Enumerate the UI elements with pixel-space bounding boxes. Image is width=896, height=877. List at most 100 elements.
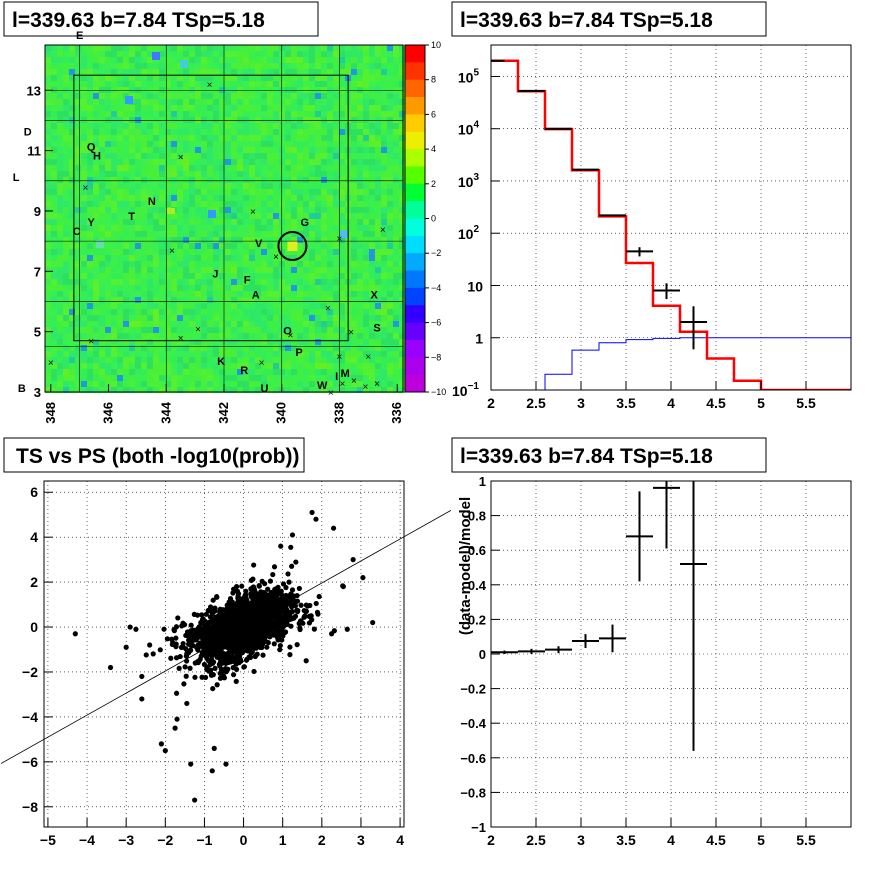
map-x-tick-label: 344	[158, 401, 173, 423]
map-pixel	[195, 171, 201, 177]
map-pixel	[195, 375, 201, 381]
map-pixel	[57, 201, 63, 207]
map-pixel	[339, 81, 345, 87]
map-pixel	[273, 309, 279, 315]
map-pixel	[141, 303, 147, 309]
map-pixel	[357, 375, 363, 381]
map-pixel	[267, 135, 273, 141]
map-pixel	[369, 243, 375, 249]
map-pixel	[375, 171, 381, 177]
map-pixel	[315, 273, 321, 279]
map-pixel	[87, 255, 93, 261]
map-pixel	[195, 147, 201, 153]
map-pixel	[153, 309, 159, 315]
map-pixel	[183, 255, 189, 261]
map-pixel	[375, 81, 381, 87]
map-pixel	[111, 261, 117, 267]
map-pixel	[81, 375, 87, 381]
map-pixel	[159, 111, 165, 117]
map-pixel	[99, 315, 105, 321]
map-pixel	[93, 63, 99, 69]
map-pixel	[249, 351, 255, 357]
map-pixel	[339, 267, 345, 273]
map-pixel	[231, 249, 237, 255]
map-pixel	[45, 345, 51, 351]
map-pixel	[363, 369, 369, 375]
map-pixel	[171, 273, 177, 279]
map-pixel	[207, 171, 213, 177]
map-pixel	[51, 171, 57, 177]
map-pixel	[357, 147, 363, 153]
map-pixel	[255, 207, 261, 213]
map-pixel	[291, 165, 297, 171]
map-pixel	[297, 249, 303, 255]
map-pixel	[297, 195, 303, 201]
map-pixel	[315, 219, 321, 225]
map-pixel	[177, 219, 183, 225]
map-pixel	[123, 135, 129, 141]
map-pixel	[297, 171, 303, 177]
map-pixel	[57, 363, 63, 369]
map-pixel	[339, 279, 345, 285]
map-pixel	[315, 285, 321, 291]
map-pixel	[351, 93, 357, 99]
map-pixel	[63, 219, 69, 225]
map-pixel	[357, 171, 363, 177]
map-marker-x: ×	[178, 334, 184, 345]
map-pixel	[159, 99, 165, 105]
map-pixel	[351, 45, 357, 51]
map-pixel	[261, 267, 267, 273]
map-pixel	[75, 99, 81, 105]
map-pixel	[255, 279, 261, 285]
map-pixel	[123, 51, 129, 57]
map-pixel	[51, 195, 57, 201]
map-pixel	[87, 69, 93, 75]
map-pixel	[291, 63, 297, 69]
map-pixel	[117, 195, 123, 201]
map-pixel	[315, 45, 321, 51]
map-pixel	[207, 303, 213, 309]
map-pixel	[147, 165, 153, 171]
map-pixel	[315, 153, 321, 159]
map-pixel	[57, 327, 63, 333]
map-pixel	[393, 105, 399, 111]
map-pixel	[261, 333, 267, 339]
map-pixel	[201, 357, 207, 363]
map-pixel	[303, 153, 309, 159]
map-pixel	[213, 333, 219, 339]
map-pixel	[231, 135, 237, 141]
map-pixel	[363, 321, 369, 327]
map-pixel	[387, 255, 393, 261]
map-pixel	[141, 189, 147, 195]
map-pixel	[327, 267, 333, 273]
map-pixel	[111, 189, 117, 195]
map-pixel	[45, 249, 51, 255]
map-pixel	[165, 171, 171, 177]
map-pixel	[243, 159, 249, 165]
map-pixel	[249, 195, 255, 201]
map-pixel	[75, 321, 81, 327]
map-pixel	[357, 351, 363, 357]
map-pixel	[369, 69, 375, 75]
map-pixel	[225, 327, 231, 333]
map-pixel	[255, 345, 261, 351]
map-pixel	[291, 117, 297, 123]
map-pixel	[291, 201, 297, 207]
map-pixel	[165, 345, 171, 351]
map-pixel	[51, 297, 57, 303]
map-pixel	[87, 99, 93, 105]
map-pixel	[63, 45, 69, 51]
map-pixel	[213, 147, 219, 153]
map-pixel	[255, 273, 261, 279]
map-pixel	[231, 303, 237, 309]
map-pixel	[81, 207, 87, 213]
map-pixel	[273, 183, 279, 189]
map-pixel	[393, 333, 399, 339]
map-pixel	[111, 207, 117, 213]
map-pixel	[225, 165, 231, 171]
map-pixel	[51, 231, 57, 237]
map-pixel	[321, 165, 327, 171]
map-pixel	[351, 63, 357, 69]
map-pixel	[285, 69, 291, 75]
map-pixel	[255, 195, 261, 201]
